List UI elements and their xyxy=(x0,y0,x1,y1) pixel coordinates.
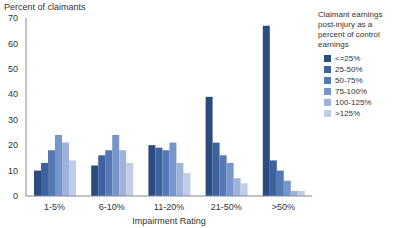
svg-text:21-50%: 21-50% xyxy=(211,202,242,212)
html-text:100-125%: 100-125% xyxy=(335,97,372,107)
html-text:Claimant earnings post-injury: Claimant earnings post-injury as a perce… xyxy=(318,10,383,49)
html-text:25-50%: 25-50% xyxy=(335,64,363,74)
svg-text:Impairment Rating: Impairment Rating xyxy=(132,216,206,226)
html-text:<=25%: <=25% xyxy=(335,53,361,63)
svg-text:10: 10 xyxy=(8,166,18,176)
svg-text:30: 30 xyxy=(8,115,18,125)
svg-text:>50%: >50% xyxy=(272,202,295,212)
svg-text:6-10%: 6-10% xyxy=(99,202,125,212)
html-text:50-75%: 50-75% xyxy=(335,75,363,85)
html-text:>125%: >125% xyxy=(335,108,361,118)
html-text:Percent of claimants: Percent of claimants xyxy=(4,2,86,12)
svg-text:20: 20 xyxy=(8,140,18,150)
svg-text:60: 60 xyxy=(8,39,18,49)
svg-text:40: 40 xyxy=(8,89,18,99)
svg-text:50: 50 xyxy=(8,64,18,74)
svg-text:70: 70 xyxy=(8,13,18,23)
svg-text:0: 0 xyxy=(13,191,18,201)
svg-text:1-5%: 1-5% xyxy=(44,202,65,212)
html-text:75-100%: 75-100% xyxy=(335,86,367,96)
svg-text:11-20%: 11-20% xyxy=(154,202,184,212)
